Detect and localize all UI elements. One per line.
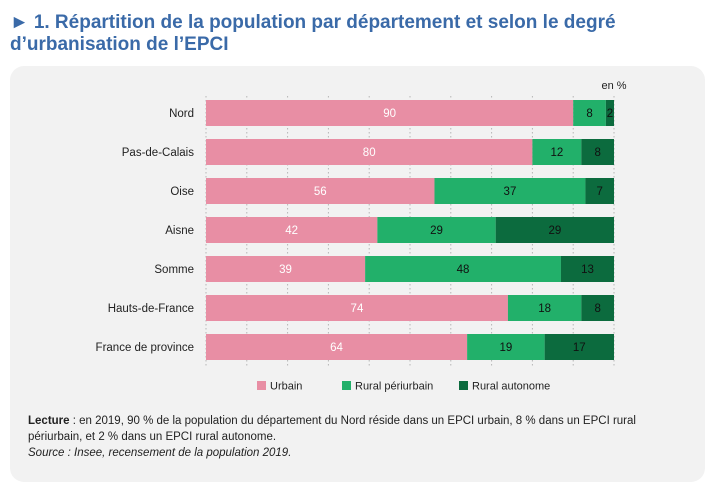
data-label: 74 xyxy=(351,303,364,315)
bar-segment xyxy=(365,256,561,282)
data-label: 37 xyxy=(504,186,517,198)
data-label: 8 xyxy=(594,147,600,159)
bar-segment xyxy=(581,139,614,165)
legend: Urbain Rural périurbain Rural autonome xyxy=(257,381,550,393)
bar-segment xyxy=(495,217,614,243)
data-label: 17 xyxy=(573,342,586,354)
bar-segment xyxy=(581,295,614,321)
category-label: France de province xyxy=(96,342,194,354)
lecture-text: : en 2019, 90 % de la population du dépa… xyxy=(28,415,636,443)
chart-title: ► 1. Répartition de la population par dép… xyxy=(10,12,700,56)
bar-segment xyxy=(544,334,614,360)
stacked-bar-chart: en % Nord 90 8 2 Pas-de-Calais 80 12 8 Oise 56 37 7… xyxy=(96,80,627,393)
bar-segment xyxy=(467,334,545,360)
legend-label: Rural périurbain xyxy=(355,381,433,393)
data-label: 12 xyxy=(550,147,563,159)
data-label: 13 xyxy=(581,264,594,276)
category-label: Somme xyxy=(154,264,194,276)
bar-segment xyxy=(206,217,378,243)
legend-swatch xyxy=(257,381,266,390)
data-label: 29 xyxy=(430,225,443,237)
bar-segment xyxy=(434,178,586,204)
legend-label: Urbain xyxy=(270,381,302,393)
data-label: 8 xyxy=(586,108,592,120)
lecture-label: Lecture xyxy=(28,415,70,427)
chart-title-text: 1. Répartition de la population par dépa… xyxy=(10,12,616,55)
bar-segment xyxy=(206,139,533,165)
bar-segment xyxy=(206,178,435,204)
data-label: 29 xyxy=(548,225,561,237)
bar-segment xyxy=(560,256,614,282)
bar-segment xyxy=(532,139,582,165)
bar-segment xyxy=(585,178,614,204)
bar-segment xyxy=(377,217,496,243)
bar-segment xyxy=(206,295,508,321)
data-label: 64 xyxy=(330,342,343,354)
bar-segment xyxy=(206,334,468,360)
unit-label: en % xyxy=(601,80,626,92)
data-label: 42 xyxy=(285,225,298,237)
category-label: Oise xyxy=(170,186,194,198)
bar-segment xyxy=(206,100,574,126)
category-label: Nord xyxy=(169,108,194,120)
data-label: 39 xyxy=(279,264,292,276)
data-label: 19 xyxy=(499,342,512,354)
data-label: 56 xyxy=(314,186,327,198)
data-label: 8 xyxy=(594,303,600,315)
bars-layer: Nord 90 8 2 Pas-de-Calais 80 12 8 Oise 56 37 7 Aisne… xyxy=(96,100,614,360)
data-label: 48 xyxy=(457,264,470,276)
bar-segment xyxy=(507,295,582,321)
legend-label: Rural autonome xyxy=(472,381,550,393)
bar-segment xyxy=(573,100,606,126)
category-label: Pas-de-Calais xyxy=(122,147,194,159)
data-label: 90 xyxy=(383,108,396,120)
category-label: Aisne xyxy=(165,225,194,237)
legend-swatch xyxy=(342,381,351,390)
data-label: 80 xyxy=(363,147,376,159)
chart-card: en % Nord 90 8 2 Pas-de-Calais 80 12 8 Oise 56 37 7… xyxy=(10,66,705,482)
data-label: 18 xyxy=(538,303,551,315)
chart-notes: Lecture : en 2019, 90 % de la population… xyxy=(28,413,693,461)
data-label: 2 xyxy=(607,108,613,120)
category-label: Hauts-de-France xyxy=(108,303,194,315)
arrow-icon: ► xyxy=(10,12,29,33)
data-label: 7 xyxy=(597,186,603,198)
bar-segment xyxy=(206,256,366,282)
bar-segment xyxy=(605,100,614,126)
source-note: Source : Insee, recensement de la popula… xyxy=(28,447,292,459)
legend-swatch xyxy=(459,381,468,390)
